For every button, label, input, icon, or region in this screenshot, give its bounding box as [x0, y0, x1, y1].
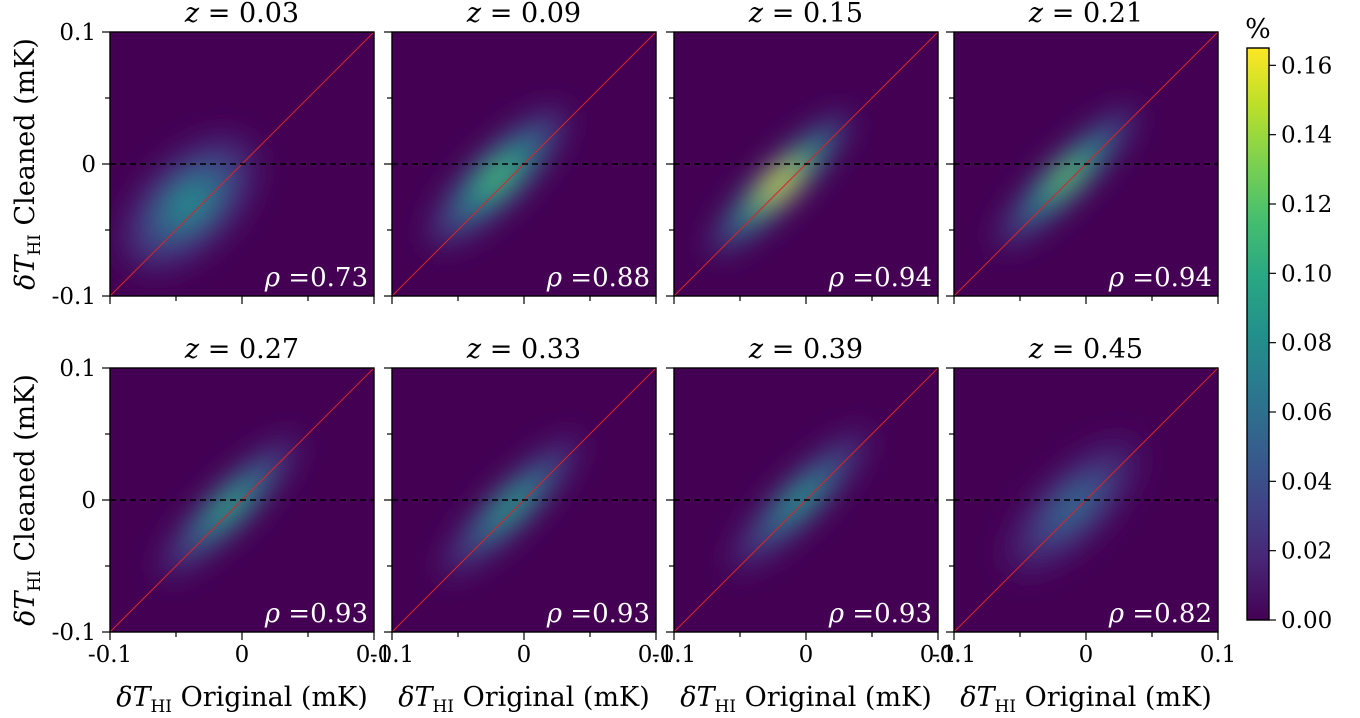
x-tick-label: -0.1	[932, 642, 976, 668]
y-axis-label: δTHI Cleaned (mK)	[10, 374, 45, 626]
panel-title: z = 0.15	[748, 0, 863, 29]
y-tick-label: 0	[81, 488, 96, 514]
colorbar-tick-label: 0.14	[1281, 123, 1332, 149]
density-blob	[709, 114, 850, 254]
x-tick-label: 0.1	[1200, 642, 1237, 668]
density-blob	[159, 437, 299, 577]
x-axis-label: δTHI Original (mK)	[960, 682, 1212, 717]
x-tick-label: -0.1	[88, 642, 132, 668]
colorbar-tick-label: 0.08	[1281, 331, 1332, 357]
y-tick-label: 0.1	[59, 356, 96, 382]
density-blob	[441, 437, 581, 577]
panel-z-0.21: z = 0.21 ρ =0.94	[946, 0, 1219, 304]
colorbar-tick-label: 0.10	[1281, 261, 1332, 287]
rho-label: ρ =0.94	[1108, 263, 1212, 293]
x-tick-label: 0	[235, 642, 250, 668]
panel-z-0.39: z = 0.39 ρ =0.93 -0.1 0 0.1	[652, 334, 956, 668]
rho-label: ρ =0.94	[828, 263, 932, 293]
panel-z-0.03: z = 0.03 ρ =0.73 -0.1 0 0.1	[52, 0, 375, 310]
colorbar: 0.00 0.02 0.04 0.06 0.08 0.10 0.12 0.14 0.16%	[1245, 14, 1332, 634]
panel-z-0.33: z = 0.33 ρ =0.93 -0.1 0 0.1	[370, 334, 674, 668]
y-tick-label: 0	[81, 152, 96, 178]
rho-label: ρ =0.73	[264, 263, 368, 293]
y-tick-label: 0.1	[59, 20, 96, 46]
x-axis-label: δTHI Original (mK)	[116, 682, 368, 717]
colorbar-frame	[1246, 47, 1270, 621]
panel-z-0.27: z = 0.27 ρ =0.93 -0.1 0 0.1 -0.1 0 0.1	[52, 334, 393, 668]
panel-title: z = 0.09	[466, 0, 581, 29]
colorbar-tick-label: 0.12	[1281, 192, 1332, 218]
x-axis-label: δTHI Original (mK)	[680, 682, 932, 717]
y-axis-label: δTHI Cleaned (mK)	[10, 38, 45, 290]
colorbar-tick-label: 0.02	[1281, 539, 1332, 565]
rho-label: ρ =0.88	[546, 263, 650, 293]
panel-title: z = 0.21	[1028, 0, 1143, 29]
colorbar-tick-label: 0.16	[1281, 53, 1332, 79]
panel-title: z = 0.33	[466, 334, 581, 365]
panel-z-0.09: z = 0.09 ρ =0.88	[384, 0, 657, 304]
x-tick-label: 0	[799, 642, 814, 668]
x-tick-label: 0.1	[920, 642, 957, 668]
density-blob	[1004, 438, 1141, 575]
colorbar-label: %	[1245, 14, 1271, 45]
panels: z = 0.03ρ =0.73-0.100.1z = 0.09ρ =0.88z …	[52, 0, 1237, 668]
x-tick-label: 0	[1079, 642, 1094, 668]
x-tick-label: 0.1	[356, 642, 393, 668]
panel-title: z = 0.03	[184, 0, 299, 29]
density-blob	[996, 107, 1136, 247]
panel-title: z = 0.45	[1028, 334, 1143, 365]
rho-label: ρ =0.93	[828, 599, 932, 629]
x-tick-label: -0.1	[652, 642, 696, 668]
panel-title: z = 0.27	[184, 334, 299, 365]
panel-z-0.45: z = 0.45 ρ =0.82 -0.1 0 0.1	[932, 334, 1236, 668]
rho-label: ρ =0.93	[546, 599, 650, 629]
y-tick-label: -0.1	[52, 620, 96, 646]
colorbar-gradient	[1247, 48, 1269, 620]
colorbar-tick-label: 0.06	[1281, 400, 1332, 426]
y-tick-label: -0.1	[52, 284, 96, 310]
axis-labels: δTHI Original (mK) δTHI Original (mK) δTHI…	[10, 38, 1212, 717]
panel-title: z = 0.39	[748, 334, 863, 365]
x-tick-label: -0.1	[370, 642, 414, 668]
colorbar-tick-label: 0.00	[1281, 608, 1332, 634]
density-blob	[428, 108, 567, 246]
x-axis-label: δTHI Original (mK)	[398, 682, 650, 717]
x-tick-label: 0	[517, 642, 532, 668]
rho-label: ρ =0.93	[264, 599, 368, 629]
x-tick-label: 0.1	[638, 642, 675, 668]
panel-z-0.15: z = 0.15 ρ =0.94	[666, 0, 939, 304]
density-blob	[121, 135, 257, 272]
colorbar-tick-label: 0.04	[1281, 469, 1332, 495]
rho-label: ρ =0.82	[1108, 599, 1212, 629]
